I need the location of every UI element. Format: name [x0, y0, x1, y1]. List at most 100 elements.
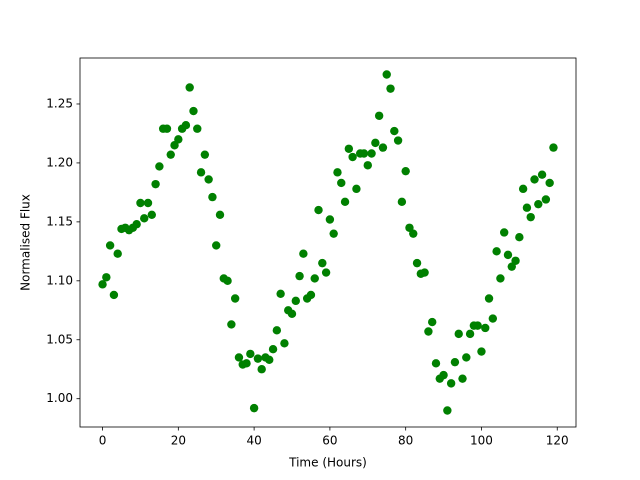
data-point: [397, 197, 407, 207]
data-point: [352, 184, 361, 194]
data-point: [321, 268, 331, 277]
x-tick-label: 0: [99, 434, 107, 448]
x-tick-label: 100: [470, 434, 493, 448]
x-tick-label: 60: [322, 434, 337, 448]
data-point: [462, 353, 471, 362]
data-point: [314, 205, 323, 215]
data-point: [310, 274, 319, 283]
data-point: [477, 347, 486, 356]
data-point: [481, 323, 490, 333]
data-point: [431, 359, 441, 368]
y-tick-label: 1.10: [46, 273, 73, 287]
data-point: [412, 258, 422, 268]
data-point: [204, 175, 213, 184]
data-point: [367, 149, 376, 158]
y-tick-label: 1.25: [46, 96, 73, 110]
data-point: [109, 290, 119, 300]
data-point: [193, 124, 202, 133]
data-point: [450, 357, 460, 367]
axes-frame: [79, 57, 577, 428]
data-point: [230, 294, 240, 303]
data-point: [420, 268, 429, 277]
data-point: [105, 241, 115, 250]
data-point: [534, 199, 543, 209]
data-point: [537, 170, 547, 179]
data-point: [268, 344, 278, 354]
data-point: [401, 166, 410, 176]
data-point: [348, 152, 357, 162]
data-point: [337, 178, 346, 188]
data-point: [541, 195, 551, 204]
data-point: [325, 215, 335, 224]
data-point: [265, 355, 274, 365]
data-point: [189, 106, 198, 116]
data-point: [344, 144, 354, 153]
data-point: [291, 296, 300, 306]
data-point: [246, 349, 255, 359]
data-point: [140, 214, 149, 223]
data-point: [496, 274, 505, 283]
data-point: [329, 229, 338, 238]
data-point: [526, 212, 535, 222]
data-point: [162, 124, 172, 133]
data-point: [102, 273, 111, 282]
data-point: [409, 229, 418, 238]
data-point: [363, 161, 372, 170]
data-point: [390, 126, 399, 136]
data-point: [446, 379, 456, 388]
data-point: [530, 175, 539, 184]
data-point: [318, 258, 327, 268]
data-point: [549, 143, 558, 152]
y-tick-label: 1.00: [46, 391, 73, 405]
data-point: [208, 192, 217, 202]
data-point: [166, 150, 175, 159]
x-tick-label: 120: [546, 434, 569, 448]
data-point: [503, 250, 513, 260]
data-point: [257, 365, 266, 374]
data-point: [340, 197, 350, 207]
data-point: [196, 168, 206, 177]
data-point: [518, 184, 528, 194]
data-point: [185, 83, 194, 92]
data-point: [287, 309, 297, 319]
x-axis-label: Time (Hours): [288, 456, 367, 470]
data-point: [215, 210, 225, 219]
y-tick-label: 1.05: [46, 332, 73, 346]
x-tick-label: 40: [246, 434, 261, 448]
data-point: [439, 370, 448, 380]
data-point: [488, 314, 498, 323]
data-point: [295, 271, 304, 281]
data-point: [492, 247, 501, 256]
data-point: [484, 294, 494, 303]
data-point: [200, 150, 210, 159]
data-point: [155, 162, 164, 171]
data-point: [174, 135, 183, 144]
data-point: [428, 317, 437, 327]
data-point: [454, 329, 463, 339]
data-point: [465, 329, 475, 339]
y-tick-label: 1.15: [46, 214, 73, 228]
data-point: [132, 220, 141, 229]
data-point: [147, 210, 157, 219]
data-point: [113, 249, 122, 258]
data-point: [151, 179, 160, 189]
data-point: [227, 320, 236, 329]
data-point: [98, 280, 107, 289]
data-point: [253, 354, 263, 363]
data-point: [143, 198, 153, 208]
data-point: [515, 232, 524, 242]
data-point: [212, 241, 221, 250]
data-point: [249, 403, 259, 413]
data-point: [499, 228, 509, 237]
data-point: [374, 111, 384, 120]
data-point: [378, 143, 388, 152]
y-axis-label: Normalised Flux: [19, 194, 33, 291]
data-point: [276, 289, 285, 298]
data-point: [299, 249, 308, 258]
data-point: [181, 120, 191, 130]
data-point: [458, 374, 467, 383]
data-point: [272, 326, 282, 335]
data-point: [424, 327, 433, 336]
